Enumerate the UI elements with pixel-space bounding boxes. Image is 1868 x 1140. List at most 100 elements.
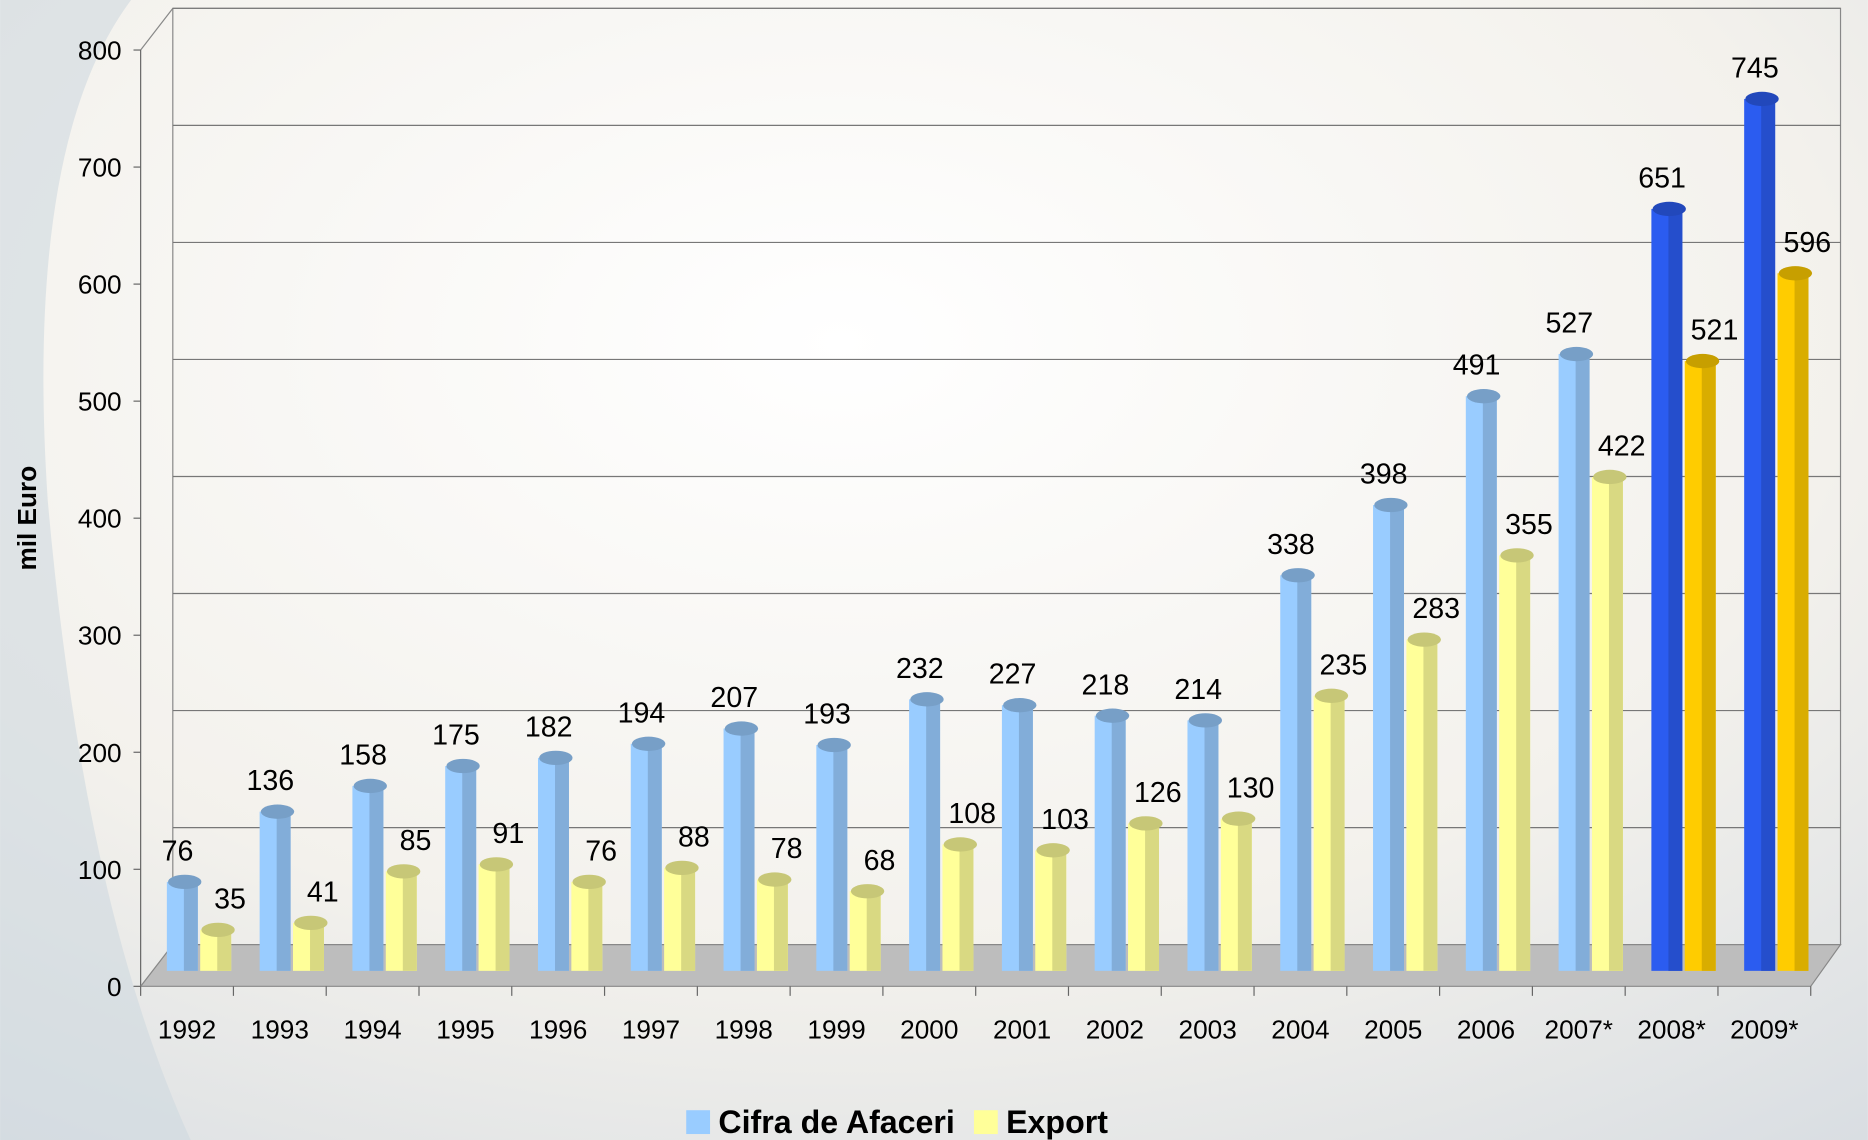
bar-part <box>959 844 974 971</box>
bar-part <box>572 874 606 890</box>
bar-part <box>1018 705 1033 971</box>
value-label: 398 <box>1360 459 1408 491</box>
bar <box>1777 266 1813 971</box>
bar <box>1128 816 1163 971</box>
value-label: 35 <box>214 883 246 915</box>
value-label: 108 <box>948 798 996 830</box>
bar <box>849 884 885 971</box>
bar-part <box>1003 698 1037 713</box>
x-tick-label: 2006 <box>1457 1015 1515 1045</box>
bar-part <box>833 744 848 971</box>
value-label: 214 <box>1174 674 1222 706</box>
bar-part <box>1222 811 1256 826</box>
bar <box>942 837 978 971</box>
bar-part <box>1761 98 1776 971</box>
bar <box>1499 548 1534 971</box>
bar-part <box>369 785 384 971</box>
y-tick-label: 700 <box>78 153 122 183</box>
y-tick-label: 300 <box>78 621 122 651</box>
bar-part <box>926 699 941 971</box>
bar-part <box>201 922 235 938</box>
bar-part <box>1036 843 1070 858</box>
value-label: 422 <box>1598 431 1646 463</box>
bar-part <box>1516 555 1531 971</box>
bar-part <box>1482 396 1497 971</box>
value-label: 126 <box>1134 777 1182 809</box>
bar-part <box>310 922 324 971</box>
bar <box>200 922 235 971</box>
legend-swatch <box>973 1110 998 1135</box>
bar-part <box>631 736 666 751</box>
bar-part <box>1390 505 1405 971</box>
bar <box>756 872 792 971</box>
bar <box>1280 568 1315 971</box>
bar-part <box>647 743 662 971</box>
y-tick-label: 500 <box>78 387 122 417</box>
bar-part <box>1188 713 1223 728</box>
bar-part <box>724 721 759 736</box>
bar <box>571 874 606 971</box>
bar <box>1465 389 1501 971</box>
bar-part <box>1052 850 1067 971</box>
x-tick-label: 1995 <box>436 1015 494 1045</box>
bar <box>664 860 699 971</box>
bar-part <box>1500 548 1534 563</box>
value-label: 175 <box>432 720 480 752</box>
legend-label: Cifra de Afaceri <box>718 1104 955 1140</box>
bar <box>352 778 387 971</box>
y-axis-label: mil Euro <box>12 466 42 571</box>
value-label: 76 <box>162 835 194 867</box>
value-label: 68 <box>864 845 896 877</box>
bar <box>166 874 202 971</box>
bar <box>1187 713 1223 971</box>
x-tick-label: 2005 <box>1364 1015 1422 1045</box>
value-label: 182 <box>525 711 573 743</box>
value-label: 745 <box>1731 52 1779 84</box>
value-label: 283 <box>1412 593 1460 625</box>
value-label: 193 <box>803 699 851 731</box>
value-label: 521 <box>1691 315 1739 347</box>
bar-part <box>1467 389 1501 404</box>
bar-part <box>1330 695 1345 971</box>
value-label: 355 <box>1505 509 1553 541</box>
bar-part <box>1129 816 1163 831</box>
value-label: 158 <box>339 739 387 771</box>
value-label: 338 <box>1267 529 1315 561</box>
value-label: 78 <box>771 833 803 865</box>
value-label: 227 <box>989 659 1037 691</box>
x-tick-label: 1997 <box>622 1015 680 1045</box>
value-label: 207 <box>710 682 758 714</box>
bar <box>1220 811 1256 971</box>
bar-part <box>1575 354 1590 971</box>
bar <box>537 750 573 971</box>
bar <box>478 857 514 971</box>
y-tick-label: 100 <box>78 855 122 885</box>
bar <box>1313 688 1349 971</box>
bar-part <box>1204 720 1219 971</box>
bar-part <box>462 766 477 971</box>
bar-part <box>773 879 788 971</box>
x-tick-label: 2003 <box>1179 1015 1237 1045</box>
bar-part <box>276 811 291 971</box>
value-label: 527 <box>1545 308 1593 340</box>
value-label: 235 <box>1320 649 1368 681</box>
bar <box>385 864 421 971</box>
y-tick-label: 400 <box>78 504 122 534</box>
bar-part <box>1314 688 1349 703</box>
y-tick-label: 200 <box>78 738 122 768</box>
bar-part <box>1778 266 1813 281</box>
bar <box>1001 698 1037 971</box>
decor <box>0 0 191 1140</box>
bar <box>816 737 851 971</box>
x-tick-label: 2000 <box>900 1015 958 1045</box>
y-tick-label: 800 <box>78 36 122 66</box>
value-label: 218 <box>1082 669 1130 701</box>
bar-part <box>1423 639 1438 971</box>
value-label: 91 <box>492 818 524 850</box>
bar <box>1406 632 1441 971</box>
value-label: 194 <box>618 697 666 729</box>
bar-part <box>1407 632 1441 647</box>
bar <box>1094 708 1130 971</box>
bar-part <box>479 857 514 872</box>
bar-part <box>1095 708 1130 723</box>
